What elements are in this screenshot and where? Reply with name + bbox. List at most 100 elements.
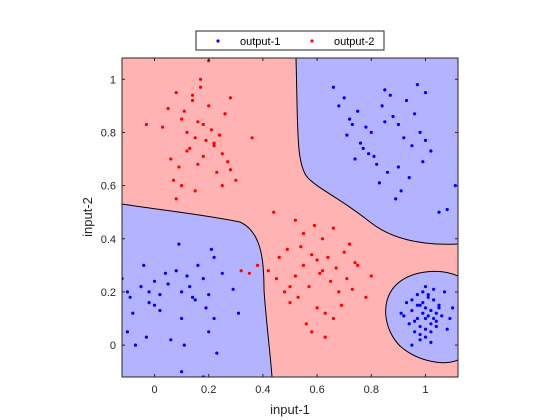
point-output-1 <box>180 370 184 374</box>
point-output-2 <box>318 271 322 275</box>
point-output-1 <box>440 314 444 318</box>
point-output-1 <box>442 290 447 294</box>
point-output-2 <box>301 263 306 267</box>
point-output-1 <box>147 301 151 305</box>
legend: output-1 output-2 <box>195 30 385 51</box>
point-output-1 <box>391 114 395 119</box>
point-output-1 <box>361 146 365 150</box>
legend-label-output-1: output-1 <box>240 36 280 48</box>
point-output-2 <box>193 189 197 193</box>
point-output-1 <box>429 308 433 313</box>
point-output-1 <box>209 247 213 251</box>
point-output-2 <box>199 77 203 81</box>
point-output-2 <box>239 269 243 273</box>
point-output-2 <box>220 152 224 156</box>
point-output-1 <box>207 293 211 297</box>
point-output-1 <box>353 157 357 161</box>
point-output-1 <box>396 165 400 169</box>
point-output-2 <box>315 258 319 262</box>
point-output-2 <box>320 269 325 273</box>
point-output-2 <box>342 250 346 254</box>
point-output-2 <box>228 96 232 100</box>
point-output-1 <box>394 197 398 201</box>
point-output-2 <box>223 112 227 116</box>
point-output-2 <box>331 226 335 230</box>
y-tick-label: 1 <box>110 74 116 86</box>
point-output-2 <box>345 277 349 281</box>
decision-regions <box>122 58 458 377</box>
point-output-1 <box>383 88 387 92</box>
point-output-1 <box>350 122 354 127</box>
point-output-1 <box>158 293 162 297</box>
point-output-1 <box>399 189 403 193</box>
point-output-2 <box>310 330 314 334</box>
point-output-2 <box>196 120 200 124</box>
point-output-1 <box>410 298 414 302</box>
x-tick-label: 0.4 <box>255 384 270 396</box>
point-output-1 <box>345 133 349 137</box>
point-output-2 <box>201 122 205 127</box>
point-output-2 <box>174 91 178 95</box>
point-output-1 <box>364 125 368 129</box>
point-output-1 <box>432 287 436 291</box>
point-output-1 <box>421 160 425 164</box>
point-output-2 <box>307 285 311 289</box>
point-output-1 <box>231 287 235 291</box>
y-tick-label: 0.8 <box>101 127 116 139</box>
point-output-1 <box>451 306 455 310</box>
point-output-1 <box>429 340 433 344</box>
y-tick-label: 0 <box>110 340 116 352</box>
point-output-1 <box>212 255 216 259</box>
point-output-2 <box>217 133 222 137</box>
point-output-1 <box>410 308 414 313</box>
y-tick-label: 0.4 <box>101 234 116 246</box>
point-output-1 <box>426 314 430 318</box>
point-output-1 <box>402 136 406 140</box>
point-output-1 <box>169 338 173 342</box>
point-output-2 <box>315 306 319 310</box>
x-axis-label: input-1 <box>270 402 310 417</box>
point-output-1 <box>220 271 224 275</box>
point-output-2 <box>215 170 219 174</box>
y-tick-label: 0.2 <box>101 287 116 299</box>
point-output-1 <box>190 295 195 299</box>
point-output-2 <box>369 274 373 278</box>
axis-ticks: 0 0.2 0.4 0.6 0.8 1 0 0.2 0.4 0.6 0.8 1 <box>101 58 458 396</box>
point-output-1 <box>413 319 417 323</box>
point-output-1 <box>415 316 419 321</box>
point-output-2 <box>144 122 148 127</box>
point-output-1 <box>426 293 430 297</box>
point-output-1 <box>421 290 425 294</box>
point-output-1 <box>445 327 449 331</box>
point-output-2 <box>301 231 306 236</box>
point-output-2 <box>209 128 213 132</box>
point-output-1 <box>418 303 422 307</box>
point-output-1 <box>383 120 387 124</box>
point-output-1 <box>196 263 200 267</box>
point-output-2 <box>255 263 260 267</box>
point-output-1 <box>375 162 379 166</box>
point-output-1 <box>402 314 406 318</box>
x-tick-label: 1 <box>422 384 428 396</box>
point-output-2 <box>220 184 224 188</box>
legend-box <box>195 30 385 51</box>
point-output-2 <box>204 138 208 142</box>
point-output-1 <box>377 181 381 185</box>
point-output-2 <box>293 218 297 222</box>
point-output-1 <box>407 322 411 326</box>
point-output-1 <box>152 279 157 283</box>
point-output-1 <box>423 306 428 310</box>
point-output-1 <box>185 274 189 278</box>
point-output-1 <box>144 335 148 339</box>
point-output-1 <box>421 301 425 305</box>
point-output-1 <box>125 290 129 294</box>
point-output-1 <box>415 293 419 297</box>
point-output-2 <box>190 93 195 97</box>
point-output-2 <box>247 271 251 275</box>
point-output-2 <box>293 274 297 278</box>
point-output-1 <box>372 154 376 158</box>
point-output-1 <box>421 311 425 315</box>
point-output-2 <box>331 316 335 321</box>
point-output-2 <box>185 130 189 134</box>
point-output-1 <box>128 295 132 299</box>
